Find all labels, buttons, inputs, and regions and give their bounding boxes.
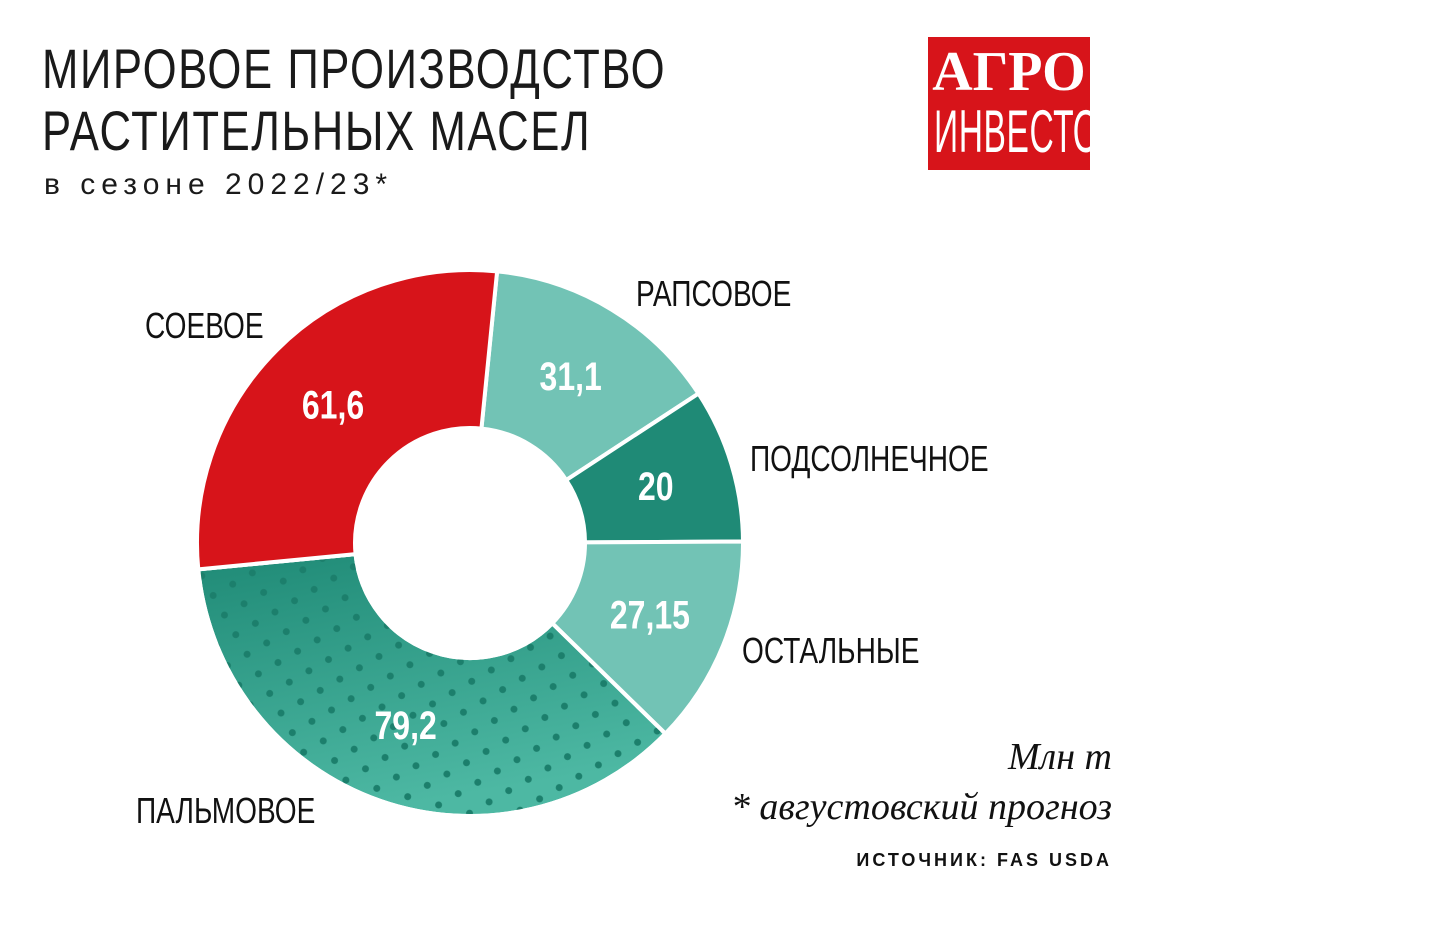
label-sunflower: ПОДСОЛНЕЧНОЕ [750, 438, 989, 479]
value-label-2: 27,15 [610, 592, 690, 637]
value-label-1: 20 [638, 464, 674, 509]
label-others: ОСТАЛЬНЫЕ [742, 630, 920, 671]
slice-pattern-3 [196, 551, 669, 818]
value-label-4: 61,6 [302, 382, 364, 427]
slice-4 [195, 268, 500, 572]
label-rapeseed: РАПСОВОЕ [636, 273, 792, 314]
agroinvestor-logo: АГРО ИНВЕСТОР [928, 37, 1122, 170]
slice-2 [549, 539, 745, 737]
footnote: * августовский прогноз [730, 786, 1112, 828]
source-note: ИСТОЧНИК: FAS USDA [856, 850, 1112, 870]
unit-label: Млн т [1007, 736, 1112, 778]
label-soy: СОЕВОЕ [145, 305, 264, 346]
chart-title-line1: МИРОВОЕ ПРОИЗВОДСТВО [42, 37, 667, 100]
chart-title-line2: РАСТИТЕЛЬНЫХ МАСЕЛ [42, 99, 592, 162]
chart-subtitle: в сезоне 2022/23* [44, 168, 394, 201]
label-palm: ПАЛЬМОВОЕ [136, 790, 316, 831]
logo-line2: ИНВЕСТОР [934, 98, 1123, 165]
logo-line1: АГРО [932, 41, 1086, 103]
value-label-3: 79,2 [374, 703, 436, 748]
value-label-0: 31,1 [540, 354, 602, 399]
